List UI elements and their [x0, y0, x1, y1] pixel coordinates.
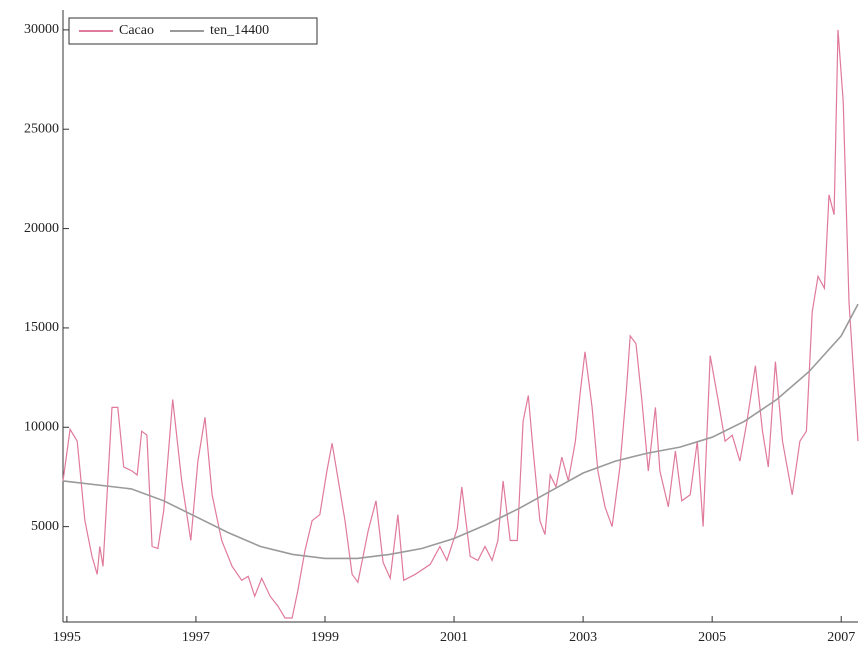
x-tick-label: 1995: [53, 630, 81, 645]
y-tick-label: 5000: [31, 519, 59, 534]
y-tick-label: 25000: [24, 121, 59, 136]
x-tick-label: 2005: [698, 630, 726, 645]
x-tick-label: 2001: [440, 630, 468, 645]
legend-label: ten_14400: [210, 23, 269, 38]
x-tick-label: 2007: [827, 630, 855, 645]
y-tick-label: 20000: [24, 221, 59, 236]
y-tick-label: 10000: [24, 419, 59, 434]
x-tick-label: 1999: [311, 630, 339, 645]
x-tick-label: 1997: [182, 630, 210, 645]
y-tick-label: 15000: [24, 320, 59, 335]
series-line: [62, 303, 859, 560]
legend-label: Cacao: [119, 23, 154, 38]
y-tick-label: 30000: [24, 22, 59, 37]
x-tick-label: 2003: [569, 630, 597, 645]
series-line: [62, 29, 859, 619]
